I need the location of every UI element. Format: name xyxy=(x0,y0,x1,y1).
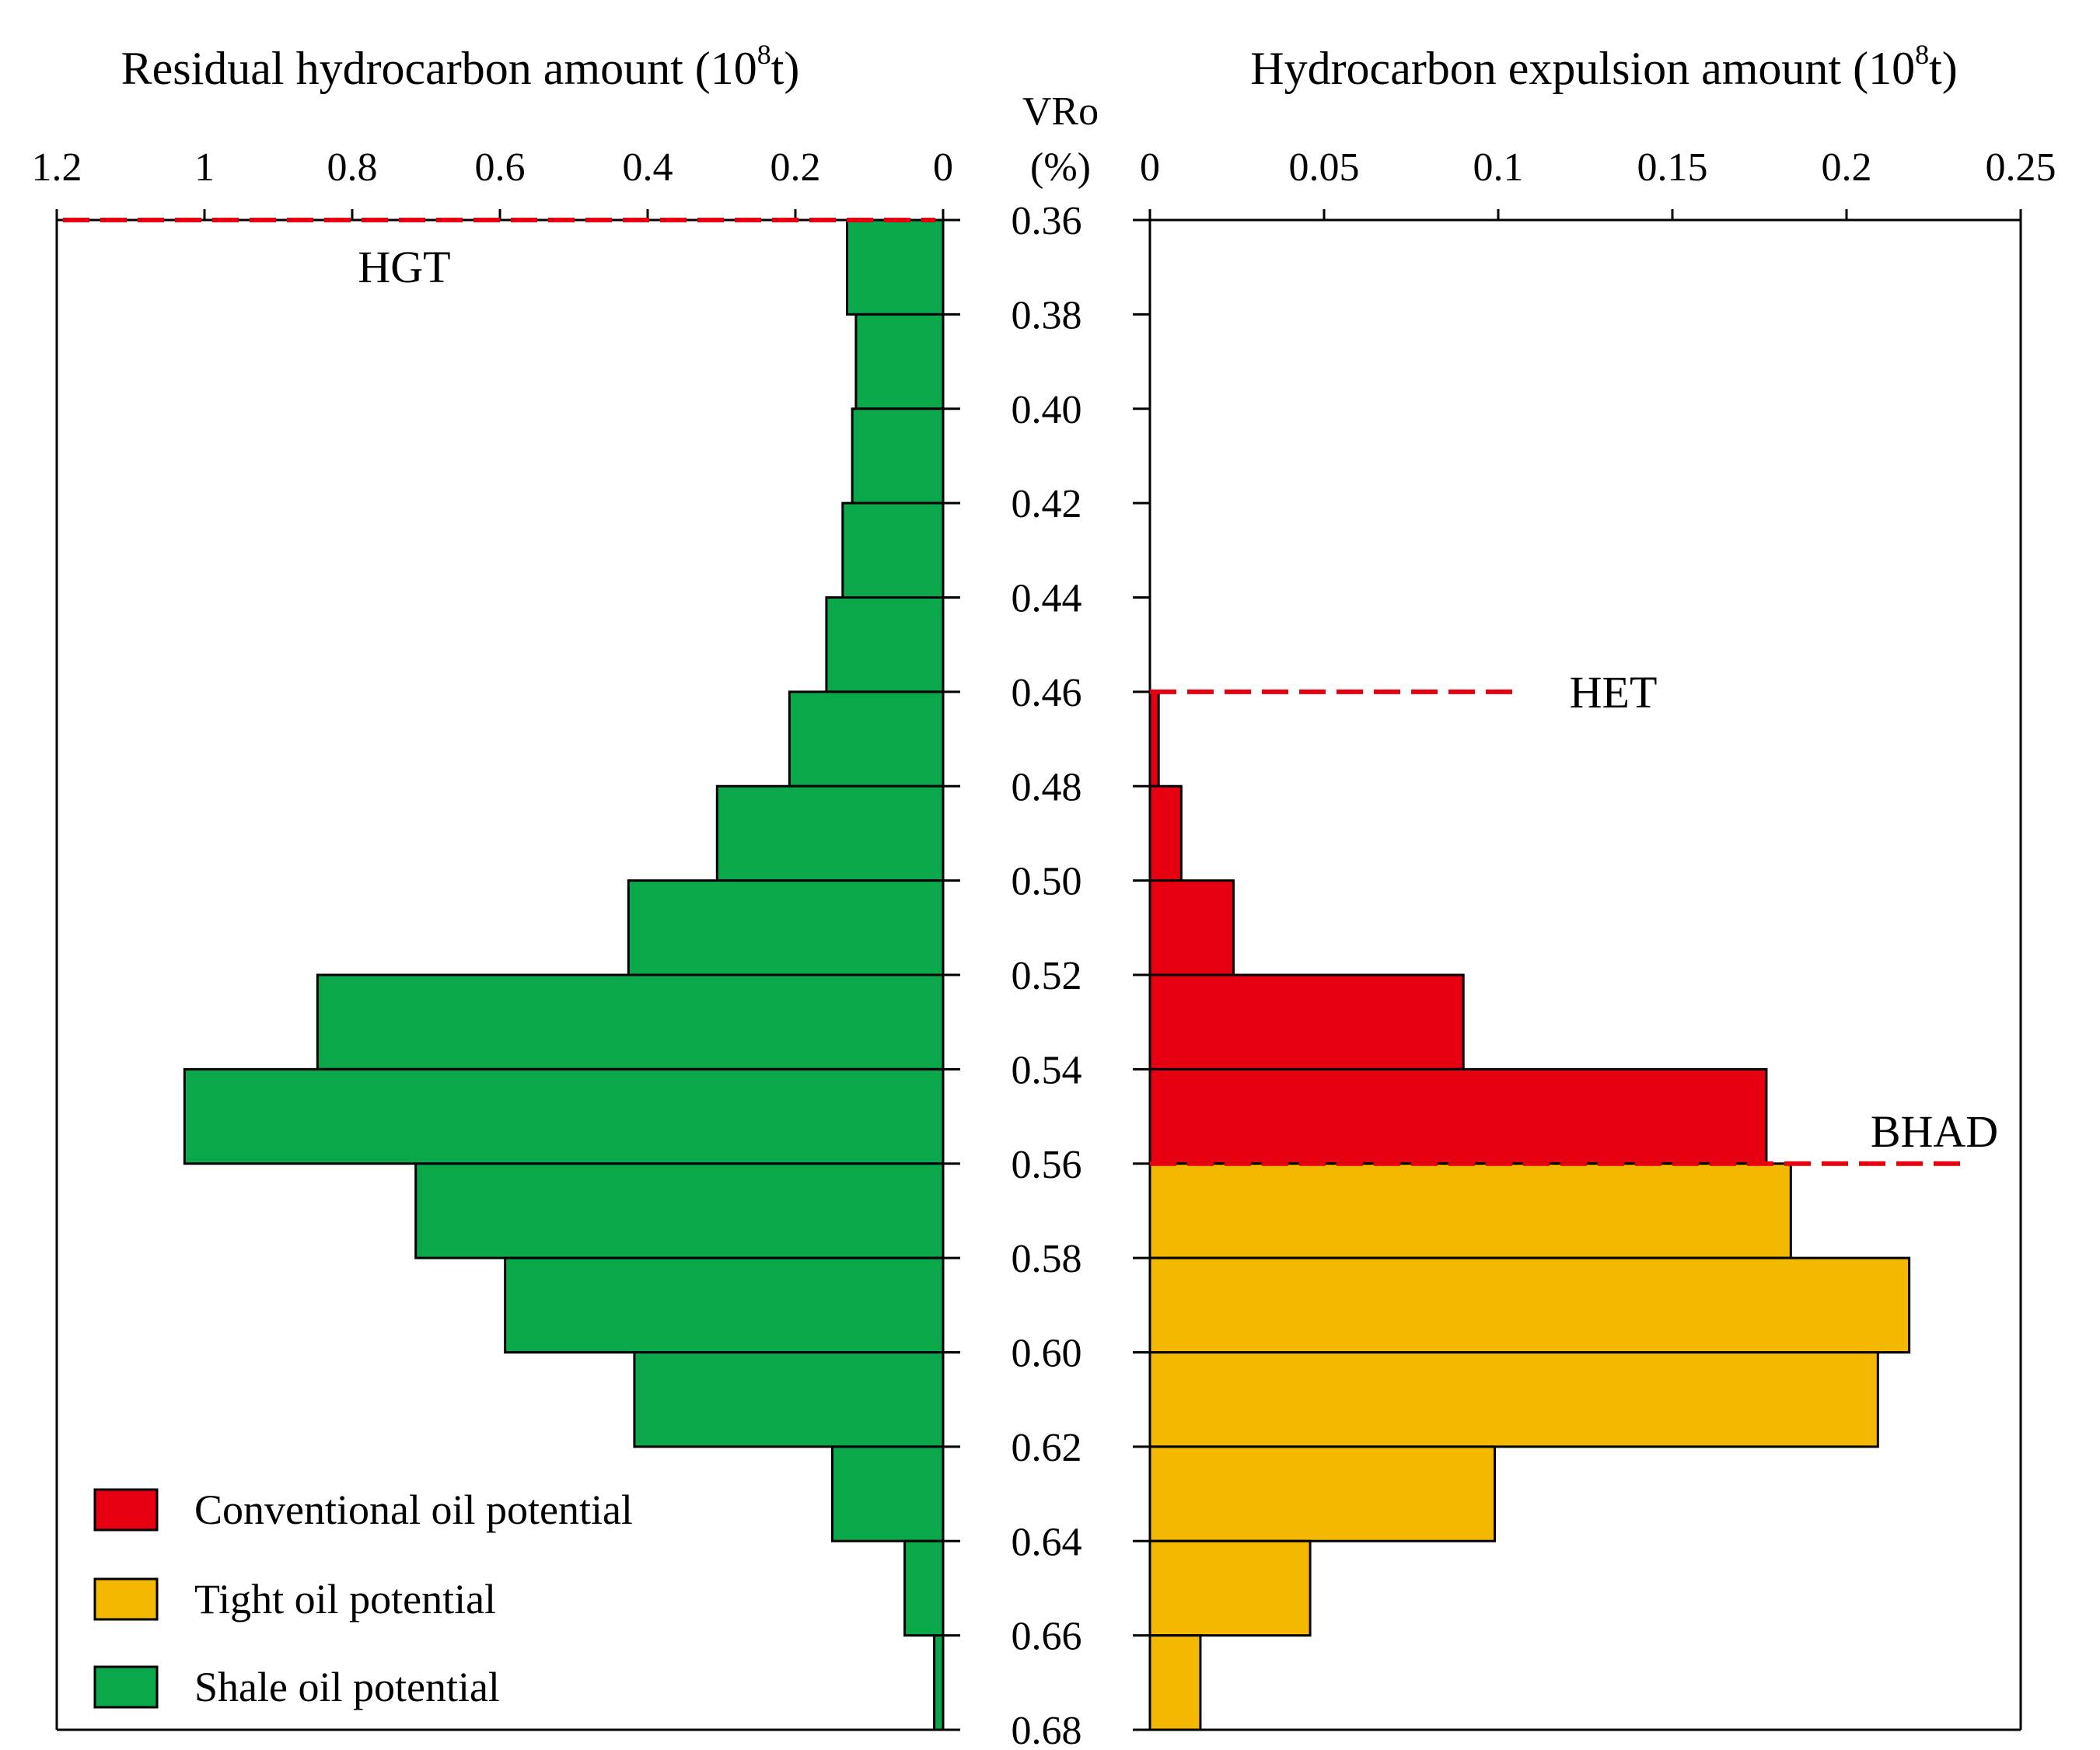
bar-conventional-oil-potential-1 xyxy=(1148,784,1183,882)
legend-swatch-shale-oil-potential xyxy=(93,1665,159,1709)
bar-shale-oil-potential-12 xyxy=(633,1351,945,1448)
y-tick-label-14: 0.64 xyxy=(1012,1520,1082,1564)
bar-tight-oil-potential-5 xyxy=(1148,1634,1202,1731)
y-tick-label-6: 0.48 xyxy=(1012,765,1082,809)
bar-shale-oil-potential-5 xyxy=(788,690,945,788)
y-tick-label-4: 0.44 xyxy=(1012,577,1082,621)
bar-shale-oil-potential-14 xyxy=(903,1539,945,1637)
bar-conventional-oil-potential-2 xyxy=(1148,879,1235,976)
bar-tight-oil-potential-4 xyxy=(1148,1539,1312,1637)
y-tick-label-12: 0.60 xyxy=(1012,1332,1082,1376)
right-x-tick-label-3: 0.15 xyxy=(1637,145,1708,190)
right-x-tick-label-4: 0.2 xyxy=(1822,145,1872,190)
legend-swatch-tight-oil-potential xyxy=(93,1577,159,1621)
bar-shale-oil-potential-0 xyxy=(846,218,945,316)
bar-shale-oil-potential-10 xyxy=(414,1162,945,1259)
bar-shale-oil-potential-4 xyxy=(825,596,945,693)
bar-conventional-oil-potential-3 xyxy=(1148,973,1465,1071)
right-x-tick-label-5: 0.25 xyxy=(1986,145,2056,190)
right-x-tick-label-2: 0.1 xyxy=(1473,145,1524,190)
axes-group: 1.2 1 0.8 0.6 0.4 0.2 0 0 0.05 0.1 0.15 0.2 0.25 0.36… xyxy=(32,145,2056,1750)
bar-tight-oil-potential-2 xyxy=(1148,1351,1879,1448)
y-tick-label-16: 0.68 xyxy=(1012,1709,1082,1750)
left-x-tick-label-1: 1 xyxy=(194,145,215,190)
y-tick-label-5: 0.46 xyxy=(1012,671,1082,715)
left-x-tick-label-6: 0 xyxy=(933,145,953,190)
bar-tight-oil-potential-0 xyxy=(1148,1162,1792,1259)
left-x-tick-label-4: 0.4 xyxy=(623,145,673,190)
y-axis-unit: (%) xyxy=(1030,145,1091,190)
bar-shale-oil-potential-8 xyxy=(316,973,945,1071)
right-x-tick-label-0: 0 xyxy=(1140,145,1160,190)
right-bar-group xyxy=(1148,690,1911,1731)
bar-conventional-oil-potential-0 xyxy=(1148,690,1160,788)
legend: Conventional oil potential Tight oil pote… xyxy=(93,1486,633,1710)
left-x-tick-label-5: 0.2 xyxy=(770,145,821,190)
bar-shale-oil-potential-13 xyxy=(831,1445,945,1542)
y-tick-label-7: 0.50 xyxy=(1012,860,1082,904)
y-tick-label-3: 0.42 xyxy=(1012,482,1082,526)
bar-shale-oil-potential-11 xyxy=(504,1256,945,1354)
annotation-group: HGT HET BHAD xyxy=(63,218,1998,1166)
legend-label-shale-oil-potential: Shale oil potential xyxy=(194,1664,500,1710)
bar-shale-oil-potential-15 xyxy=(933,1634,945,1731)
right-x-tick-label-1: 0.05 xyxy=(1289,145,1360,190)
bar-conventional-oil-potential-4 xyxy=(1148,1067,1768,1165)
bar-shale-oil-potential-2 xyxy=(851,407,945,505)
bar-tight-oil-potential-1 xyxy=(1148,1256,1911,1354)
legend-label-conventional-oil-potential: Conventional oil potential xyxy=(194,1486,633,1533)
bar-shale-oil-potential-7 xyxy=(627,879,945,976)
left-x-tick-label-2: 0.8 xyxy=(327,145,378,190)
y-tick-label-1: 0.38 xyxy=(1012,293,1082,337)
bar-shale-oil-potential-9 xyxy=(183,1067,945,1165)
y-tick-label-2: 0.40 xyxy=(1012,388,1082,432)
left-chart-title: Residual hydrocarbon amount (108t) xyxy=(121,39,800,94)
left-x-tick-label-0: 1.2 xyxy=(32,145,82,190)
left-bar-group xyxy=(183,218,945,1731)
y-tick-label-11: 0.58 xyxy=(1012,1237,1082,1281)
legend-label-tight-oil-potential: Tight oil potential xyxy=(194,1576,496,1623)
het-label: HET xyxy=(1570,667,1658,718)
y-tick-label-9: 0.54 xyxy=(1012,1048,1082,1092)
y-tick-label-8: 0.52 xyxy=(1012,954,1082,998)
bar-shale-oil-potential-3 xyxy=(841,501,945,599)
y-axis-label: VRo xyxy=(1022,89,1099,134)
right-chart-title: Hydrocarbon expulsion amount (108t) xyxy=(1250,39,1957,94)
y-tick-label-13: 0.62 xyxy=(1012,1426,1082,1470)
bhad-label: BHAD xyxy=(1871,1106,1998,1157)
legend-swatch-conventional-oil-potential xyxy=(93,1488,159,1532)
hgt-label: HGT xyxy=(358,242,450,292)
bar-tight-oil-potential-3 xyxy=(1148,1445,1497,1542)
bar-shale-oil-potential-1 xyxy=(854,313,945,410)
y-tick-label-15: 0.66 xyxy=(1012,1615,1082,1659)
y-tick-label-10: 0.56 xyxy=(1012,1143,1082,1187)
left-x-tick-label-3: 0.6 xyxy=(475,145,526,190)
bar-shale-oil-potential-6 xyxy=(715,784,945,882)
y-tick-label-0: 0.36 xyxy=(1012,199,1082,243)
